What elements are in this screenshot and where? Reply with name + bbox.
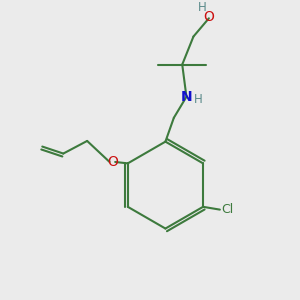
- Text: Cl: Cl: [221, 203, 234, 216]
- Text: H: H: [194, 92, 203, 106]
- Text: O: O: [107, 155, 118, 169]
- Text: O: O: [203, 10, 214, 24]
- Text: N: N: [181, 90, 192, 104]
- Text: H: H: [197, 1, 206, 14]
